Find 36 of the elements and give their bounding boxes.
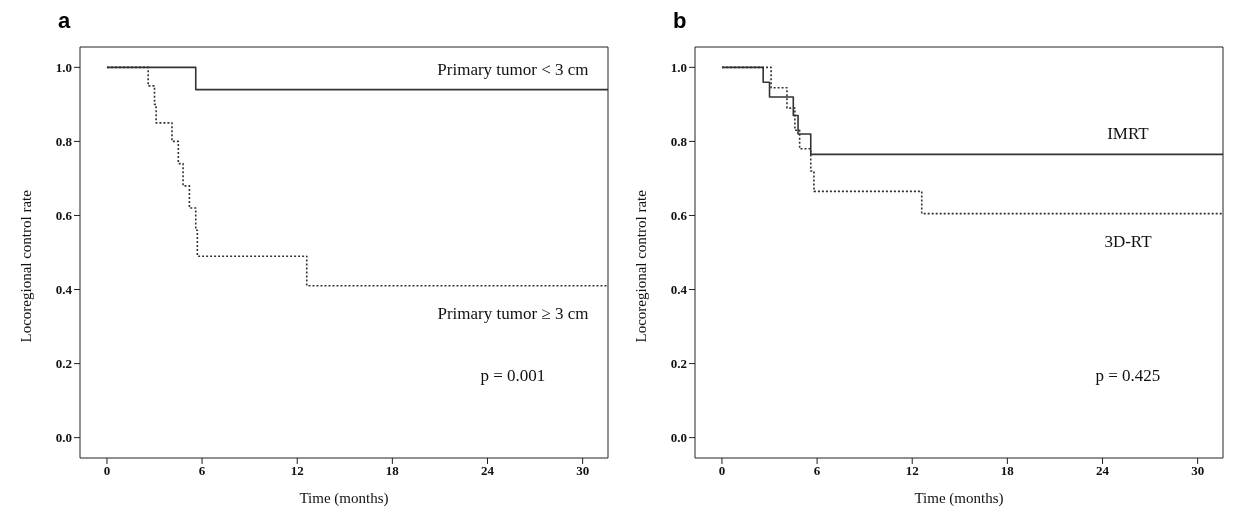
x-tick-label: 6 (198, 463, 206, 479)
y-tick-label: 1.0 (670, 59, 687, 75)
x-axis-title: Time (months) (299, 490, 389, 507)
y-axis-title: Locoregional control rate (18, 189, 35, 343)
y-tick-label: 0.2 (670, 356, 687, 372)
series-label: Primary tumor < 3 cm (437, 59, 589, 80)
y-tick-label: 0.6 (670, 208, 688, 224)
y-tick-label: 0.4 (670, 282, 688, 298)
y-tick-label: 0.0 (55, 430, 72, 446)
y-tick-label: 0.8 (670, 134, 688, 150)
y-tick-label: 0.4 (55, 282, 73, 298)
x-tick-label: 18 (1000, 463, 1015, 479)
y-axis-title: Locoregional control rate (633, 189, 650, 343)
x-tick-label: 0 (718, 463, 726, 479)
x-tick-label: 30 (1191, 463, 1205, 479)
x-tick-label: 0 (103, 463, 111, 479)
series-label: IMRT (1107, 124, 1149, 145)
x-tick-label: 12 (290, 463, 304, 479)
y-tick-label: 1.0 (55, 59, 72, 75)
x-tick-label: 24 (1096, 463, 1110, 479)
x-tick-label: 6 (813, 463, 821, 479)
annotation: p = 0.425 (1095, 365, 1161, 386)
annotation: p = 0.001 (480, 365, 546, 386)
chart-title: b (673, 8, 687, 34)
y-tick-label: 0.8 (55, 134, 73, 150)
x-tick-label: 18 (385, 463, 400, 479)
x-tick-label: 24 (481, 463, 495, 479)
series-label: Primary tumor ≥ 3 cm (437, 303, 589, 324)
x-tick-label: 12 (905, 463, 919, 479)
x-tick-label: 30 (576, 463, 590, 479)
x-axis-title: Time (months) (914, 490, 1004, 507)
y-tick-label: 0.6 (55, 208, 73, 224)
series-label: 3D-RT (1104, 231, 1152, 252)
y-tick-label: 0.2 (55, 356, 72, 372)
y-tick-label: 0.0 (670, 430, 687, 446)
chart-title: a (58, 8, 71, 34)
